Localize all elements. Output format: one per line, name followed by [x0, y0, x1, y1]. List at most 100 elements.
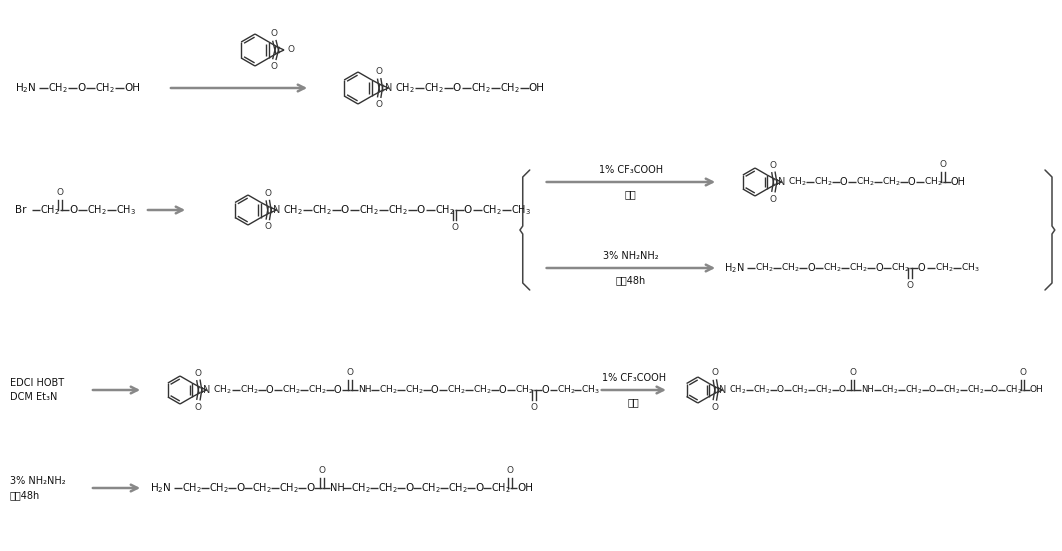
Text: CH$_2$: CH$_2$ — [491, 481, 511, 495]
Text: O: O — [1020, 368, 1026, 377]
Text: O: O — [271, 29, 278, 38]
Text: CH$_2$: CH$_2$ — [424, 81, 444, 95]
Text: O: O — [840, 177, 847, 187]
Text: O: O — [56, 188, 64, 197]
Text: CH$_2$: CH$_2$ — [447, 383, 465, 396]
Text: O: O — [991, 386, 997, 395]
Text: CH$_3$: CH$_3$ — [116, 203, 136, 217]
Text: O: O — [850, 368, 856, 377]
Text: O: O — [376, 67, 382, 76]
Text: O: O — [929, 386, 936, 395]
Text: CH$_2$: CH$_2$ — [421, 481, 441, 495]
Text: 回流: 回流 — [626, 189, 637, 199]
Text: O: O — [807, 263, 815, 273]
Text: O: O — [319, 466, 325, 475]
Text: O: O — [507, 466, 514, 475]
Text: CH$_3$: CH$_3$ — [961, 262, 979, 274]
Text: CH$_2$: CH$_2$ — [880, 383, 898, 396]
Text: O: O — [839, 386, 845, 395]
Text: CH$_3$: CH$_3$ — [511, 203, 531, 217]
Text: NH: NH — [860, 386, 873, 395]
Text: CH$_2$: CH$_2$ — [905, 383, 922, 396]
Text: O: O — [195, 369, 202, 377]
Text: O: O — [264, 189, 272, 198]
Text: N: N — [384, 83, 392, 93]
Text: 3% NH₂NH₂: 3% NH₂NH₂ — [603, 251, 658, 261]
Text: CH$_2$: CH$_2$ — [943, 383, 960, 396]
Text: CH$_2$: CH$_2$ — [881, 176, 901, 188]
Text: O: O — [907, 281, 913, 290]
Text: 3% NH₂NH₂: 3% NH₂NH₂ — [10, 476, 66, 486]
Text: O: O — [452, 83, 461, 93]
Text: CH$_2$: CH$_2$ — [352, 481, 371, 495]
Text: CH$_2$: CH$_2$ — [935, 262, 954, 274]
Text: O: O — [306, 483, 314, 493]
Text: EDCI HOBT: EDCI HOBT — [10, 378, 64, 388]
Text: CH$_2$: CH$_2$ — [729, 383, 747, 396]
Text: CH$_2$: CH$_2$ — [359, 203, 378, 217]
Text: CH$_2$: CH$_2$ — [813, 176, 833, 188]
Text: O: O — [271, 62, 278, 71]
Text: 室温48h: 室温48h — [10, 490, 40, 500]
Text: CH$_2$: CH$_2$ — [791, 383, 808, 396]
Text: O: O — [908, 177, 915, 187]
Text: CH$_2$: CH$_2$ — [556, 383, 576, 396]
Text: N: N — [719, 385, 726, 395]
Text: CH$_3$: CH$_3$ — [581, 383, 599, 396]
Text: O: O — [939, 160, 946, 169]
Text: OH: OH — [1030, 386, 1044, 395]
Text: O: O — [236, 483, 244, 493]
Text: OH: OH — [950, 177, 965, 187]
Text: CH$_2$: CH$_2$ — [473, 383, 492, 396]
Text: CH$_2$: CH$_2$ — [281, 383, 301, 396]
Text: CH$_2$: CH$_2$ — [252, 481, 272, 495]
Text: O: O — [416, 205, 425, 215]
Text: O: O — [530, 403, 537, 412]
Text: O: O — [431, 385, 439, 395]
Text: O: O — [78, 83, 85, 93]
Text: CH$_2$: CH$_2$ — [499, 81, 519, 95]
Text: O: O — [376, 100, 382, 109]
Text: O: O — [341, 205, 349, 215]
Text: CH$_2$: CH$_2$ — [891, 262, 909, 274]
Text: CH$_2$: CH$_2$ — [434, 203, 455, 217]
Text: NH: NH — [330, 483, 345, 493]
Text: O: O — [712, 403, 718, 412]
Text: O: O — [776, 386, 784, 395]
Text: OH: OH — [124, 83, 140, 93]
Text: DCM Et₃N: DCM Et₃N — [10, 392, 57, 402]
Text: O: O — [770, 160, 777, 170]
Text: O: O — [195, 402, 202, 412]
Text: CH$_2$: CH$_2$ — [388, 203, 408, 217]
Text: CH$_2$: CH$_2$ — [282, 203, 303, 217]
Text: CH$_2$: CH$_2$ — [395, 81, 414, 95]
Text: CH$_2$: CH$_2$ — [849, 262, 868, 274]
Text: O: O — [451, 223, 458, 232]
Text: O: O — [770, 195, 777, 203]
Text: 1% CF₃COOH: 1% CF₃COOH — [599, 165, 663, 175]
Text: N: N — [203, 385, 210, 395]
Text: O: O — [405, 483, 413, 493]
Text: O: O — [542, 385, 549, 395]
Text: CH$_2$: CH$_2$ — [823, 262, 841, 274]
Text: CH$_2$: CH$_2$ — [781, 262, 800, 274]
Text: O: O — [875, 263, 883, 273]
Text: CH$_2$: CH$_2$ — [470, 81, 491, 95]
Text: CH$_2$: CH$_2$ — [378, 481, 398, 495]
Text: 室温48h: 室温48h — [616, 275, 646, 285]
Text: O: O — [475, 483, 483, 493]
Text: CH$_2$: CH$_2$ — [405, 383, 424, 396]
Text: CH$_2$: CH$_2$ — [40, 203, 59, 217]
Text: CH$_2$: CH$_2$ — [924, 176, 942, 188]
Text: O: O — [464, 205, 472, 215]
Text: CH$_2$: CH$_2$ — [212, 383, 232, 396]
Text: O: O — [346, 368, 354, 377]
Text: CH$_2$: CH$_2$ — [1005, 383, 1022, 396]
Text: CH$_2$: CH$_2$ — [966, 383, 984, 396]
Text: CH$_2$: CH$_2$ — [312, 203, 331, 217]
Text: CH$_2$: CH$_2$ — [379, 383, 397, 396]
Text: CH$_2$: CH$_2$ — [240, 383, 258, 396]
Text: CH$_2$: CH$_2$ — [95, 81, 115, 95]
Text: CH$_2$: CH$_2$ — [815, 383, 833, 396]
Text: 回流: 回流 — [628, 397, 639, 407]
